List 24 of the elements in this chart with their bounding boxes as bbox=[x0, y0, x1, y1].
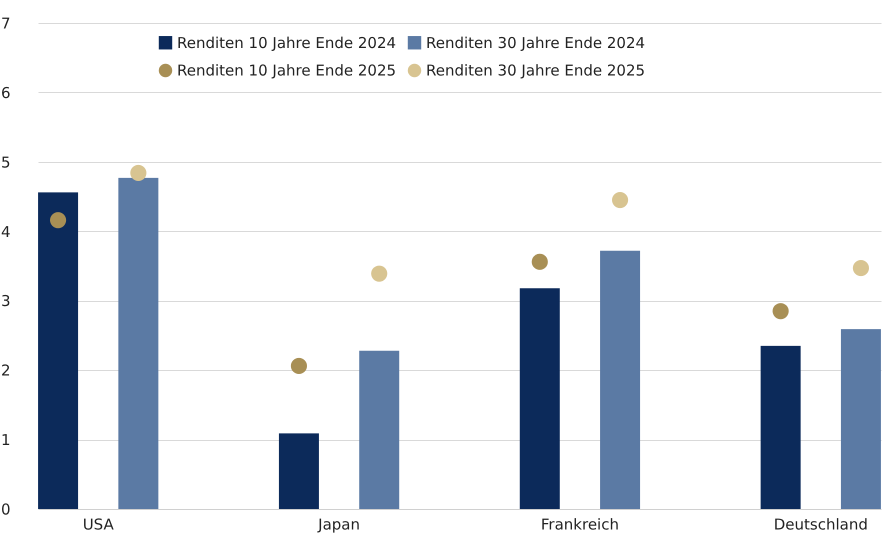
legend-label: Renditen 30 Jahre Ende 2025 bbox=[426, 62, 646, 80]
legend-label: Renditen 30 Jahre Ende 2024 bbox=[426, 34, 646, 52]
x-tick-label: Deutschland bbox=[774, 516, 868, 533]
legend-label: Renditen 10 Jahre Ende 2024 bbox=[177, 34, 396, 52]
x-tick-label: USA bbox=[82, 516, 114, 533]
y-tick-label: 5 bbox=[0, 153, 10, 172]
bar bbox=[600, 250, 640, 509]
y-tick-label: 3 bbox=[0, 292, 10, 310]
y-tick-label: 2 bbox=[0, 362, 10, 380]
y-tick-label: 4 bbox=[0, 222, 10, 241]
bar bbox=[38, 192, 78, 509]
bar bbox=[840, 329, 881, 509]
y-tick-label: 1 bbox=[0, 431, 10, 450]
bar bbox=[359, 350, 400, 509]
bar bbox=[760, 346, 801, 509]
x-tick-label: Japan bbox=[317, 516, 360, 533]
x-tick-label: Frankreich bbox=[540, 516, 619, 533]
y-tick-label: 0 bbox=[0, 500, 10, 518]
legend-label: Renditen 10 Jahre Ende 2025 bbox=[177, 62, 396, 80]
bar bbox=[520, 288, 560, 509]
bar bbox=[118, 178, 158, 509]
bar bbox=[278, 433, 319, 509]
y-tick-label: 7 bbox=[0, 14, 10, 32]
y-tick-label: 6 bbox=[0, 84, 10, 102]
